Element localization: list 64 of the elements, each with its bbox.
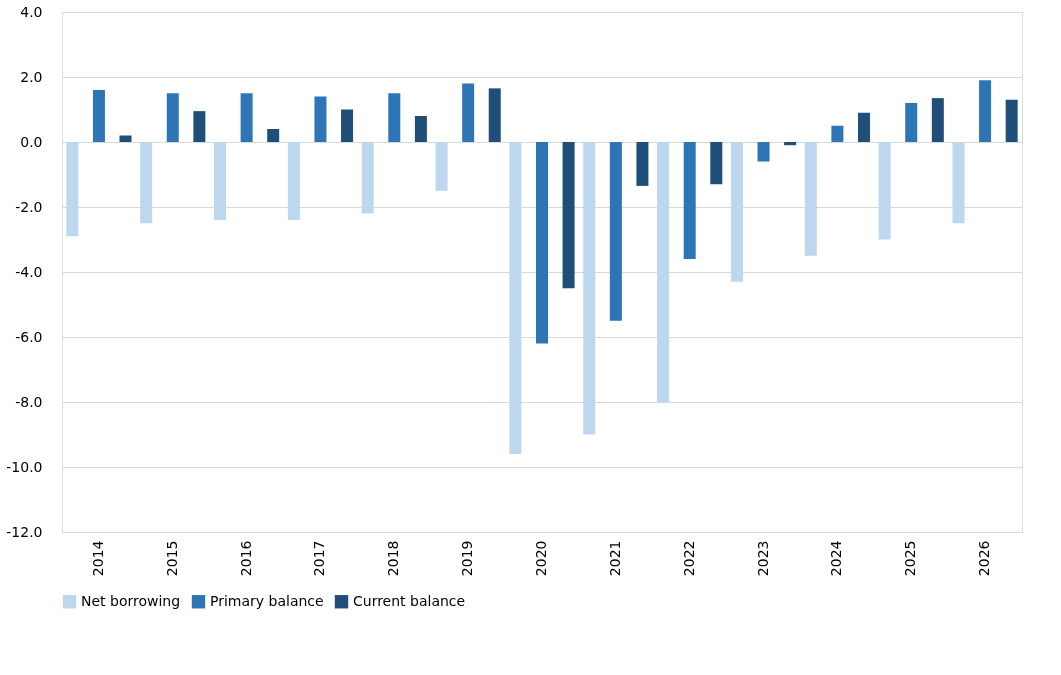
bar bbox=[636, 142, 649, 186]
y-tick-label: -4.0 bbox=[15, 263, 43, 280]
bar bbox=[166, 93, 179, 142]
bar bbox=[979, 80, 992, 142]
bar bbox=[388, 93, 401, 142]
y-tick-label: -6.0 bbox=[15, 328, 43, 345]
bar bbox=[140, 142, 153, 224]
bar bbox=[361, 142, 374, 214]
bar bbox=[657, 142, 670, 402]
x-tick-label: 2022 bbox=[680, 540, 697, 577]
bar bbox=[562, 142, 575, 289]
legend-label: Primary balance bbox=[210, 592, 324, 609]
x-tick-label: 2023 bbox=[754, 540, 771, 577]
x-tick-label: 2016 bbox=[237, 540, 254, 577]
bar bbox=[784, 142, 797, 146]
legend-label: Current balance bbox=[353, 592, 466, 609]
bar bbox=[267, 129, 280, 142]
bar bbox=[435, 142, 448, 191]
y-tick-label: -2.0 bbox=[15, 198, 43, 215]
y-tick-label: -8.0 bbox=[15, 393, 43, 410]
bar bbox=[1005, 99, 1018, 142]
bar bbox=[119, 135, 132, 142]
bar bbox=[757, 142, 770, 162]
x-tick-label: 2018 bbox=[385, 540, 402, 577]
bar bbox=[214, 142, 227, 220]
bar bbox=[878, 142, 891, 240]
bar bbox=[314, 96, 327, 142]
x-tick-label: 2017 bbox=[311, 540, 328, 577]
x-tick-label: 2021 bbox=[606, 540, 623, 577]
x-tick-label: 2025 bbox=[902, 540, 919, 577]
y-tick-label: -10.0 bbox=[6, 458, 43, 475]
legend-label: Net borrowing bbox=[81, 592, 181, 609]
bar bbox=[931, 98, 944, 142]
bar bbox=[66, 142, 79, 237]
y-tick-label: 0.0 bbox=[20, 133, 43, 150]
bar bbox=[730, 142, 743, 282]
bar bbox=[240, 93, 253, 142]
bar bbox=[488, 88, 501, 142]
y-tick-label: 4.0 bbox=[20, 3, 43, 20]
x-tick-label: 2019 bbox=[459, 540, 476, 577]
bar bbox=[583, 142, 596, 435]
x-tick-label: 2026 bbox=[976, 540, 993, 577]
bar bbox=[683, 142, 696, 259]
x-tick-label: 2024 bbox=[828, 540, 845, 577]
x-tick-label: 2020 bbox=[533, 540, 549, 577]
bar bbox=[414, 116, 427, 142]
bar bbox=[341, 109, 354, 142]
bar bbox=[92, 90, 105, 142]
bar bbox=[905, 103, 918, 142]
bar bbox=[609, 142, 622, 321]
bar bbox=[193, 111, 206, 142]
y-tick-label: 2.0 bbox=[20, 68, 43, 85]
bar bbox=[536, 142, 548, 344]
x-tick-label: 2015 bbox=[163, 540, 180, 577]
bar bbox=[710, 142, 723, 185]
bar bbox=[509, 142, 522, 454]
bar bbox=[831, 125, 844, 142]
bar bbox=[952, 142, 965, 224]
bar bbox=[804, 142, 817, 256]
x-tick-label: 2014 bbox=[89, 540, 106, 577]
bar bbox=[857, 112, 870, 142]
bar bbox=[462, 83, 475, 142]
y-tick-label: -12.0 bbox=[6, 523, 43, 540]
bar bbox=[287, 142, 300, 220]
